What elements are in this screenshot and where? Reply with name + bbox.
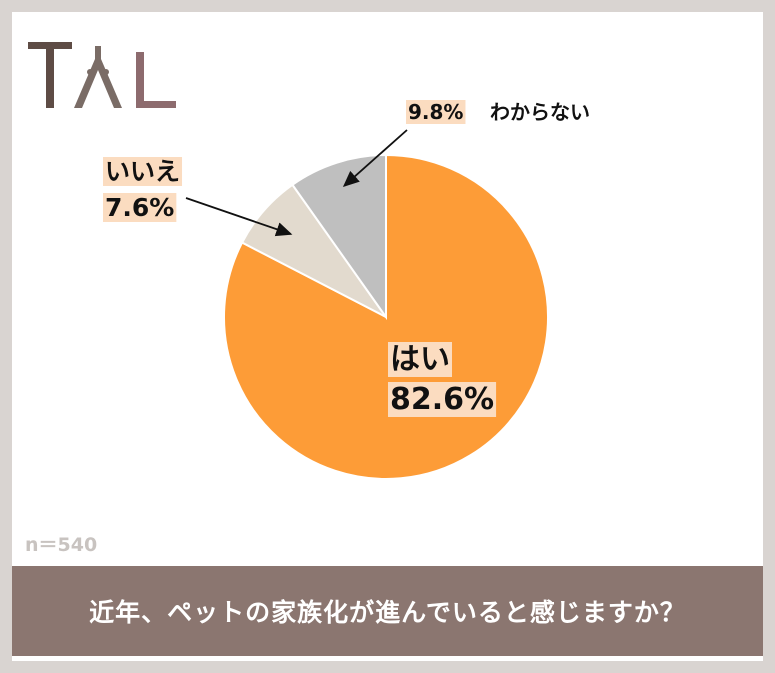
slice-label-1-name: いいえ [103,157,183,186]
slice-2-arrow [342,129,408,187]
tal-logo [28,42,176,108]
svg-text:82.6%: 82.6% [390,382,494,417]
chart-card: はい 82.6% いいえ 7.6% 9.8% わからない n＝540 近年、ペットの家族化… [12,12,763,661]
pie-chart: はい 82.6% いいえ 7.6% 9.8% わからない [103,100,590,480]
slice-label-2-value: 9.8% [406,100,466,124]
svg-text:いいえ: いいえ [105,157,180,186]
slice-label-1-value: 7.6% [103,193,177,222]
svg-text:9.8%: 9.8% [408,100,463,124]
svg-text:7.6%: 7.6% [105,193,174,222]
slice-label-0-value: 82.6% [388,382,497,417]
question-text: 近年、ペットの家族化が進んでいると感じますか？ [89,598,686,627]
slice-1-arrow [185,197,293,237]
slice-label-2-name: わからない [490,100,590,124]
pie-slice-2 [291,153,387,321]
question-banner: 近年、ペットの家族化が進んでいると感じますか？ [12,566,763,656]
slice-label-0-name: はい [388,342,452,377]
sample-size-label: n＝540 [25,534,98,556]
svg-text:はい: はい [390,342,450,377]
